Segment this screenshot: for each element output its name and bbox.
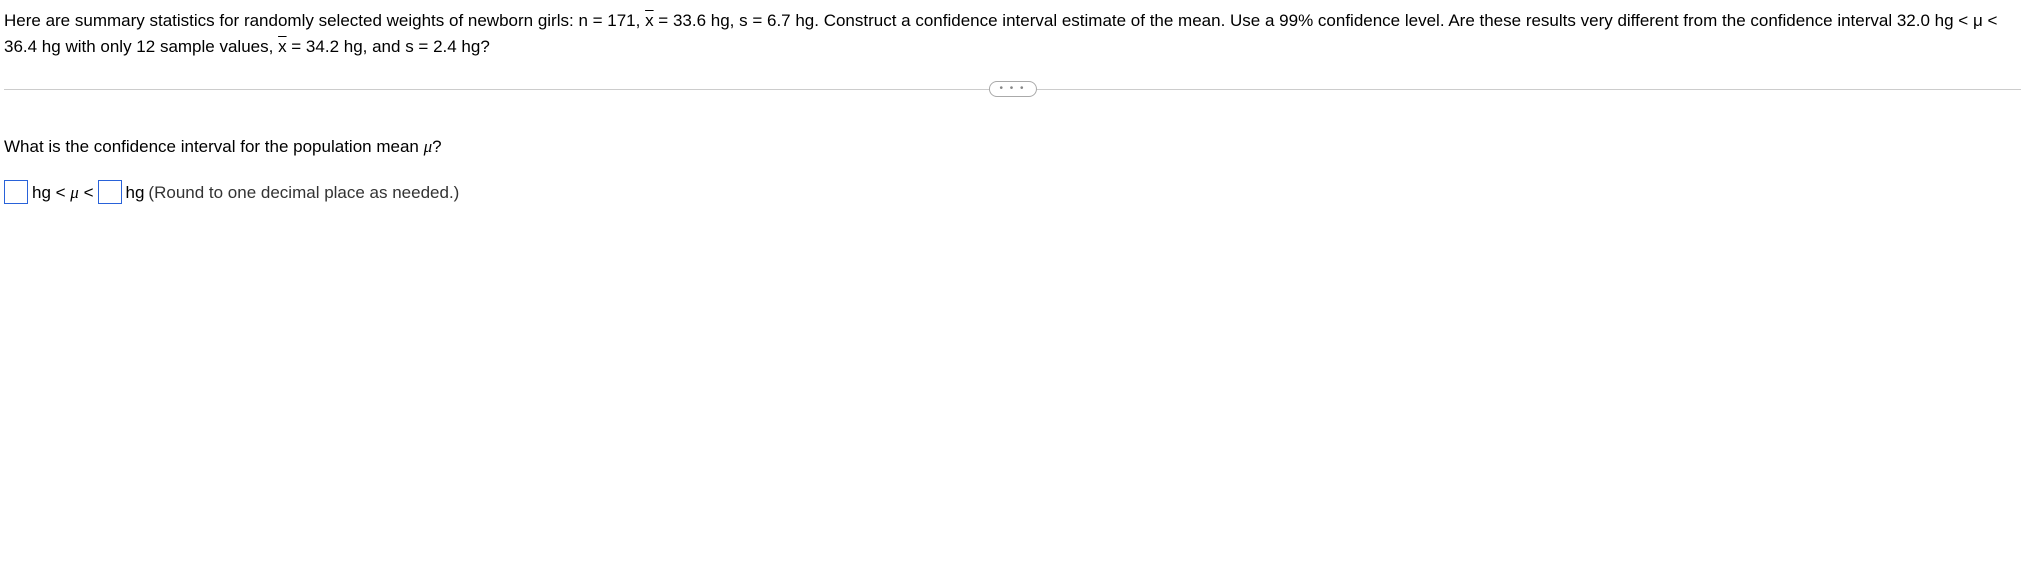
expand-toggle-button[interactable]: • • • xyxy=(988,81,1036,97)
problem-text-part3: = 34.2 hg, and s = 2.4 hg? xyxy=(287,37,490,56)
xbar-symbol-2: x xyxy=(278,37,287,56)
mu-symbol: μ xyxy=(424,137,433,156)
question-text-part2: ? xyxy=(432,137,441,156)
answer-input-row: hg < μ < hg (Round to one decimal place … xyxy=(4,180,2021,206)
unit-label-1: hg < μ < xyxy=(32,180,94,206)
rounding-hint: (Round to one decimal place as needed.) xyxy=(148,180,459,206)
lower-bound-input[interactable] xyxy=(4,180,28,204)
question-prompt: What is the confidence interval for the … xyxy=(4,134,2021,160)
xbar-symbol-1: x xyxy=(645,11,654,30)
problem-statement: Here are summary statistics for randomly… xyxy=(4,8,2021,59)
section-divider: • • • xyxy=(4,79,2021,99)
unit-label-2: hg xyxy=(126,180,145,206)
question-text-part1: What is the confidence interval for the … xyxy=(4,137,424,156)
upper-bound-input[interactable] xyxy=(98,180,122,204)
problem-text-part1: Here are summary statistics for randomly… xyxy=(4,11,645,30)
